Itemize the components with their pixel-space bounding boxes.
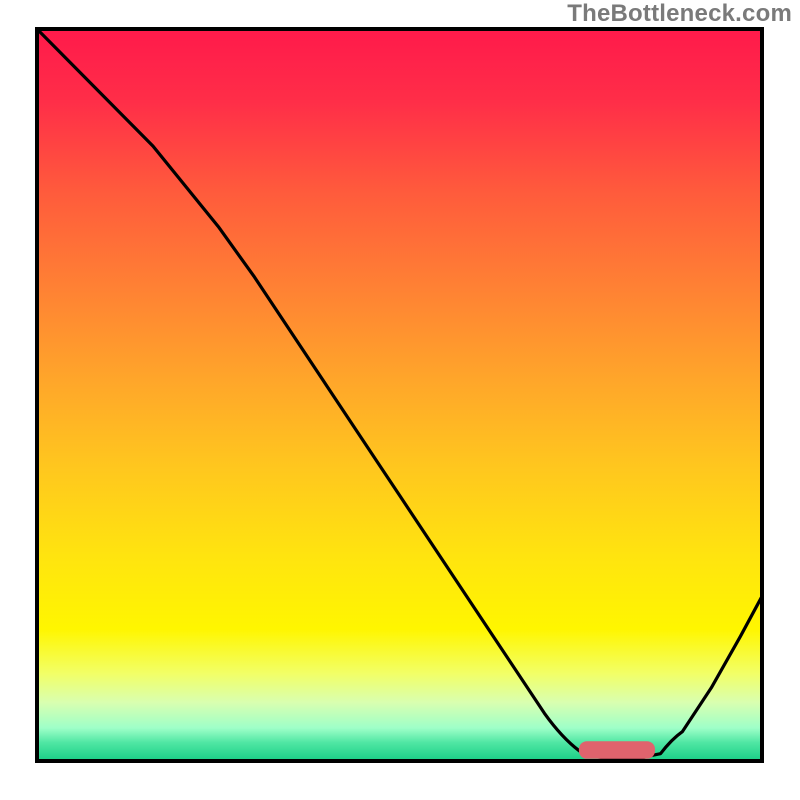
chart-stage: TheBottleneck.com (0, 0, 800, 800)
watermark-text: TheBottleneck.com (567, 0, 792, 28)
optimal-range-marker (579, 741, 655, 759)
bottleneck-chart (0, 0, 800, 800)
